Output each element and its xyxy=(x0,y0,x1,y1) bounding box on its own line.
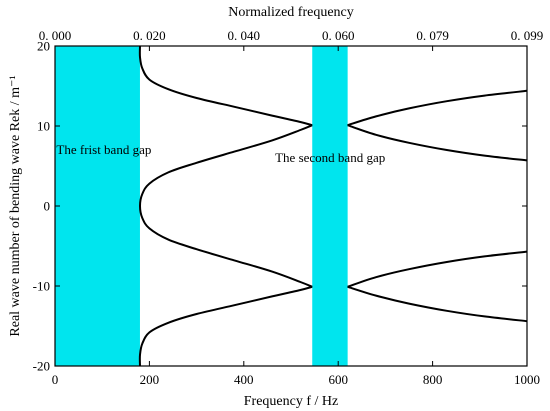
y-tick-label: 0 xyxy=(44,199,51,214)
x-tick-label: 800 xyxy=(423,372,443,387)
top-tick-label: 0. 060 xyxy=(322,28,355,43)
dispersion-curve-7 xyxy=(348,287,527,321)
top-tick-label: 0. 020 xyxy=(133,28,166,43)
x-tick-label: 0 xyxy=(52,372,59,387)
first-band-gap-label: The frist band gap xyxy=(56,142,151,157)
x-tick-label: 600 xyxy=(328,372,348,387)
top-tick-label: 0. 079 xyxy=(416,28,449,43)
band-gap-region-1 xyxy=(55,46,140,366)
second-band-gap-label: The second band gap xyxy=(275,150,385,165)
band-gap-layer xyxy=(55,46,348,366)
top-axis-title: Normalized frequency xyxy=(228,5,354,20)
y-tick-label: 10 xyxy=(37,119,50,134)
y-tick-label: 20 xyxy=(37,39,50,54)
y-axis-title: Real wave number of bending wave Rek / m… xyxy=(8,75,23,336)
y-tick-label: -10 xyxy=(33,279,50,294)
top-tick-label: 0. 099 xyxy=(511,28,544,43)
x-tick-label: 400 xyxy=(234,372,254,387)
dispersion-curve-4 xyxy=(348,91,527,125)
top-tick-label: 0. 040 xyxy=(228,28,261,43)
x-tick-label: 1000 xyxy=(514,372,540,387)
x-axis-title: Frequency f / Hz xyxy=(244,394,338,409)
band-gap-region-2 xyxy=(312,46,347,366)
dispersion-curve-3 xyxy=(140,287,312,366)
dispersion-curve-1 xyxy=(140,46,312,125)
y-tick-label: -20 xyxy=(33,359,50,374)
x-tick-label: 200 xyxy=(140,372,160,387)
dispersion-curve-6 xyxy=(348,252,527,287)
